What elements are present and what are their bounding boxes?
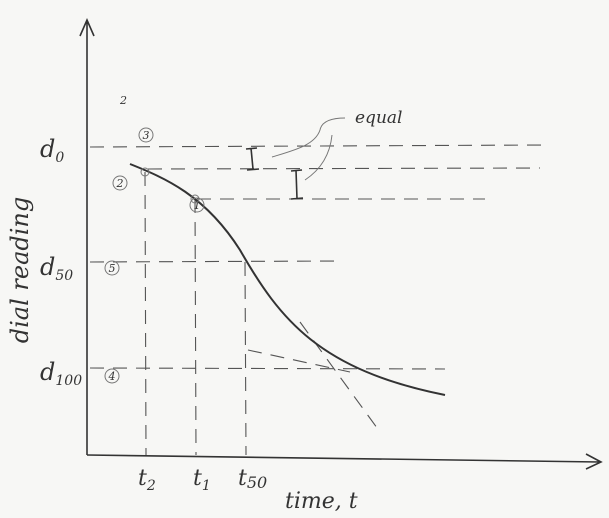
y-label: d0: [40, 135, 64, 166]
marker: 5: [109, 262, 116, 275]
point: [190, 194, 200, 204]
d50-line: [89, 260, 341, 263]
marker: 4: [108, 370, 116, 383]
x-label: t2: [138, 466, 156, 494]
y-axis: [79, 18, 95, 455]
offset-line: [147, 167, 541, 170]
consolidation-curve: [129, 163, 446, 396]
x-label: t1: [193, 466, 211, 494]
equal-bracket: [245, 147, 260, 171]
equal-pointer: [271, 117, 346, 181]
x-axis-label: time, t: [285, 489, 358, 514]
tangent-steep: [299, 321, 381, 433]
marker: 2: [116, 177, 124, 190]
marker: 3: [143, 129, 150, 142]
t2-line: [144, 171, 147, 456]
markers: 1 2 3 4 5: [104, 127, 205, 384]
tangent-lower: [247, 349, 351, 373]
t50-line: [244, 261, 247, 456]
x-axis: [86, 453, 603, 470]
y-label: d50: [40, 253, 73, 284]
d0-line: [89, 144, 546, 148]
y-axis-label: dial reading: [6, 197, 34, 344]
x-label: t50: [238, 466, 267, 492]
point: [140, 167, 150, 177]
marker: 1: [194, 199, 201, 212]
note: 2: [119, 94, 127, 107]
annotation: equal: [355, 108, 402, 128]
t1-line: [194, 198, 197, 456]
y-label: d100: [40, 358, 82, 389]
d100-line: [89, 367, 446, 370]
equal-bracket: [290, 169, 304, 200]
